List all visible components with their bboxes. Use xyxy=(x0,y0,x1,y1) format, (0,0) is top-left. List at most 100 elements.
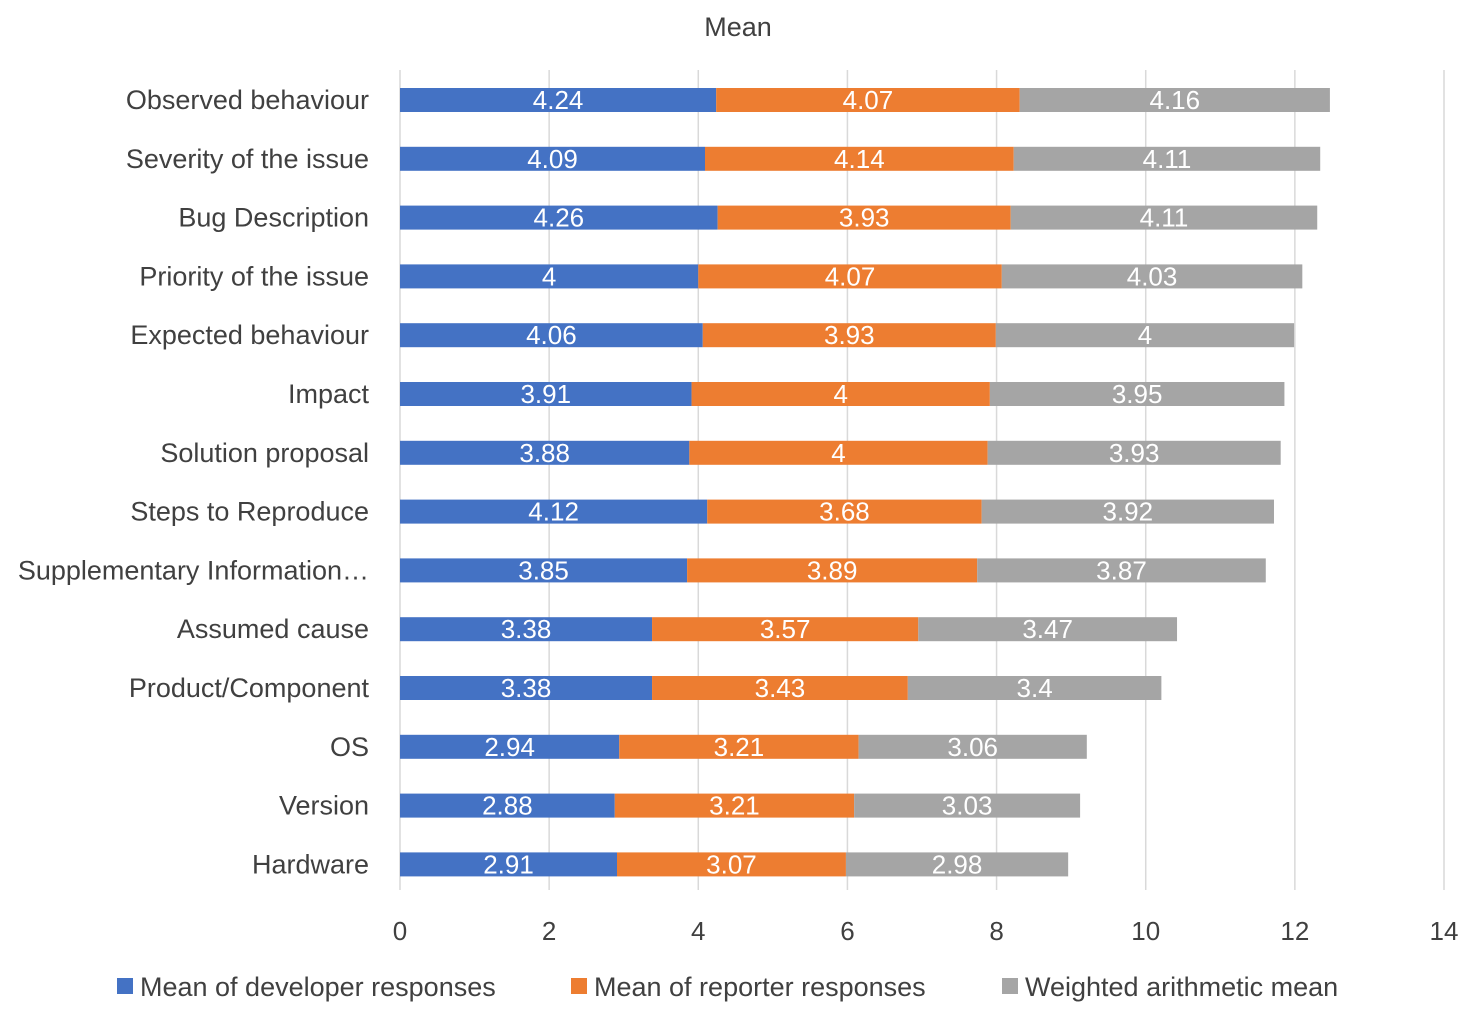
data-label: 4.06 xyxy=(526,320,577,350)
chart-title: Mean xyxy=(704,12,772,42)
category-label: Product/Component xyxy=(129,673,370,703)
data-label: 3.87 xyxy=(1096,555,1147,585)
bar-segment-series-3 xyxy=(981,499,1274,524)
bar-segment-series-2 xyxy=(687,558,978,583)
bar-segment-series-2 xyxy=(704,146,1014,171)
bar-segment-series-3 xyxy=(907,676,1162,700)
bar-segment-series-1 xyxy=(400,323,703,348)
data-label: 4.03 xyxy=(1127,261,1178,291)
legend-label: Weighted arithmetic mean xyxy=(1025,972,1338,1002)
bar-segment-series-1 xyxy=(400,617,653,642)
data-label: 3.38 xyxy=(501,614,552,644)
bar-segment-series-1 xyxy=(400,88,717,112)
bar-segment-series-3 xyxy=(845,852,1069,877)
bar-segment-series-1 xyxy=(400,734,620,759)
x-tick-label: 10 xyxy=(1131,916,1160,946)
category-label: Assumed cause xyxy=(177,614,369,644)
category-label: Impact xyxy=(288,379,370,409)
data-label: 3.38 xyxy=(501,673,552,703)
bar-segment-series-1 xyxy=(400,205,718,230)
data-label: 3.47 xyxy=(1022,614,1073,644)
legend-swatch xyxy=(571,978,587,994)
bar-segment-series-3 xyxy=(977,558,1266,583)
data-label: 3.89 xyxy=(807,555,858,585)
data-label: 3.93 xyxy=(824,320,875,350)
bar-segment-series-2 xyxy=(619,734,859,759)
data-label: 3.91 xyxy=(520,379,571,409)
bar-segment-series-2 xyxy=(652,676,908,700)
data-label: 2.88 xyxy=(482,791,533,821)
data-label: 3.03 xyxy=(942,791,993,821)
bar-segment-series-2 xyxy=(716,88,1020,112)
category-label: Bug Description xyxy=(178,203,369,233)
bar-segment-series-1 xyxy=(400,793,615,818)
bar-segment-series-1 xyxy=(400,382,692,406)
x-tick-label: 12 xyxy=(1280,916,1309,946)
x-tick-label: 8 xyxy=(989,916,1003,946)
data-label: 3.07 xyxy=(706,849,757,879)
bar-segment-series-3 xyxy=(854,793,1081,818)
data-label: 3.93 xyxy=(1109,438,1160,468)
data-label: 4.07 xyxy=(843,85,894,115)
bar-segment-series-2 xyxy=(717,205,1011,230)
data-label: 4.16 xyxy=(1149,85,1200,115)
data-label: 4.26 xyxy=(534,203,585,233)
data-label: 3.85 xyxy=(518,555,569,585)
bars: 4.24 4.07 4.16 4.09 4.14 4.11 4.26 3.93 4.11 4 4.0… xyxy=(400,85,1330,879)
bar-segment-series-2 xyxy=(617,852,846,877)
data-label: 3.92 xyxy=(1103,497,1154,527)
data-label: 4.11 xyxy=(1140,203,1189,233)
data-label: 3.06 xyxy=(947,732,998,762)
bar-segment-series-3 xyxy=(1001,264,1303,289)
data-label: 4.12 xyxy=(528,497,579,527)
data-label: 4 xyxy=(831,438,845,468)
data-label: 2.94 xyxy=(484,732,535,762)
x-tick-label: 6 xyxy=(840,916,854,946)
bar-segment-series-1 xyxy=(400,558,688,583)
gridlines xyxy=(399,70,1445,890)
bar-segment-series-2 xyxy=(614,793,855,818)
data-label: 4.24 xyxy=(533,85,584,115)
data-label: 3.93 xyxy=(839,203,890,233)
value-axis-tick-labels: 0 2 4 6 8 10 12 14 xyxy=(393,916,1459,946)
category-label: Version xyxy=(279,791,369,821)
bar-segment-series-3 xyxy=(918,617,1178,642)
data-label: 4 xyxy=(542,261,556,291)
bar-segment-series-1 xyxy=(400,852,618,877)
data-label: 4 xyxy=(1138,320,1152,350)
data-label: 4.09 xyxy=(527,144,578,174)
category-label: Severity of the issue xyxy=(126,144,369,174)
data-label: 4.11 xyxy=(1143,144,1192,174)
x-tick-label: 0 xyxy=(393,916,407,946)
bar-segment-series-3 xyxy=(995,323,1295,348)
category-label: OS xyxy=(330,732,369,762)
data-label: 3.95 xyxy=(1112,379,1163,409)
bar-segment-series-2 xyxy=(691,382,990,406)
bar-segment-series-1 xyxy=(400,264,699,289)
x-tick-label: 14 xyxy=(1430,916,1459,946)
legend-label: Mean of reporter responses xyxy=(594,972,926,1002)
category-axis-labels: Observed behaviour Severity of the issue B… xyxy=(18,85,370,879)
bar-segment-series-3 xyxy=(858,734,1087,759)
legend-swatch xyxy=(117,978,133,994)
category-label: Steps to Reproduce xyxy=(130,497,369,527)
data-label: 3.4 xyxy=(1017,673,1053,703)
bar-segment-series-1 xyxy=(400,499,708,524)
data-label: 2.91 xyxy=(483,849,534,879)
data-label: 3.21 xyxy=(709,791,760,821)
bar-segment-series-3 xyxy=(1010,205,1318,230)
bar-segment-series-1 xyxy=(400,676,653,700)
data-label: 3.88 xyxy=(519,438,570,468)
bar-segment-series-1 xyxy=(400,146,705,171)
legend-label: Mean of developer responses xyxy=(140,972,496,1002)
x-tick-label: 2 xyxy=(542,916,556,946)
bar-segment-series-1 xyxy=(400,440,690,465)
legend-swatch xyxy=(1002,978,1018,994)
category-label: Priority of the issue xyxy=(139,261,369,291)
x-tick-label: 4 xyxy=(691,916,705,946)
data-label: 3.43 xyxy=(755,673,806,703)
category-label: Hardware xyxy=(252,849,369,879)
data-label: 2.98 xyxy=(932,849,983,879)
bar-segment-series-2 xyxy=(689,440,988,465)
